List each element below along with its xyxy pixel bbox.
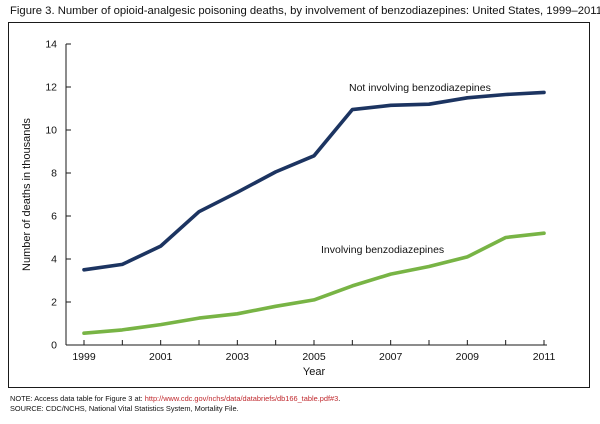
series-label-2: Involving benzodiazepines xyxy=(321,244,444,256)
x-tick-label: 2005 xyxy=(302,351,326,363)
x-tick-label: 2011 xyxy=(533,351,556,363)
x-axis-label: Year xyxy=(303,366,326,378)
y-tick-label: 4 xyxy=(51,254,57,266)
chart-frame: 0 2 4 6 8 10 12 14 1999 2001 2003 2005 2007 2009 2011 Y… xyxy=(8,22,590,388)
x-tick-label: 2001 xyxy=(149,351,173,363)
y-tick-label: 10 xyxy=(45,125,57,137)
x-tick-label: 2003 xyxy=(226,351,250,363)
x-tick-label: 2007 xyxy=(379,351,403,363)
figure-notes: NOTE: Access data table for Figure 3 at:… xyxy=(10,394,340,414)
y-tick-label: 0 xyxy=(51,340,57,352)
data-table-link[interactable]: http://www.cdc.gov/nchs/data/databriefs/… xyxy=(144,394,339,403)
line-chart: 0 2 4 6 8 10 12 14 1999 2001 2003 2005 2007 2009 2011 Y… xyxy=(21,39,556,379)
y-tick-label: 8 xyxy=(51,168,57,180)
y-tick-label: 14 xyxy=(45,39,57,51)
y-tick-label: 12 xyxy=(45,82,57,94)
note-suffix: . xyxy=(338,394,341,403)
note-prefix: NOTE: Access data table for Figure 3 at: xyxy=(10,394,145,403)
x-tick-label: 2009 xyxy=(456,351,480,363)
y-axis-label: Number of deaths in thousands xyxy=(21,118,33,271)
y-tick-label: 6 xyxy=(51,211,57,223)
series-line-2 xyxy=(82,231,546,336)
note-line: NOTE: Access data table for Figure 3 at:… xyxy=(10,394,340,404)
figure-title: Figure 3. Number of opioid-analgesic poi… xyxy=(10,5,600,17)
y-tick-label: 2 xyxy=(51,297,57,309)
series-line-1 xyxy=(82,90,546,272)
x-tick-label: 1999 xyxy=(72,351,96,363)
series-label-1: Not involving benzodiazepines xyxy=(349,82,491,94)
source-line: SOURCE: CDC/NCHS, National Vital Statist… xyxy=(10,404,239,413)
